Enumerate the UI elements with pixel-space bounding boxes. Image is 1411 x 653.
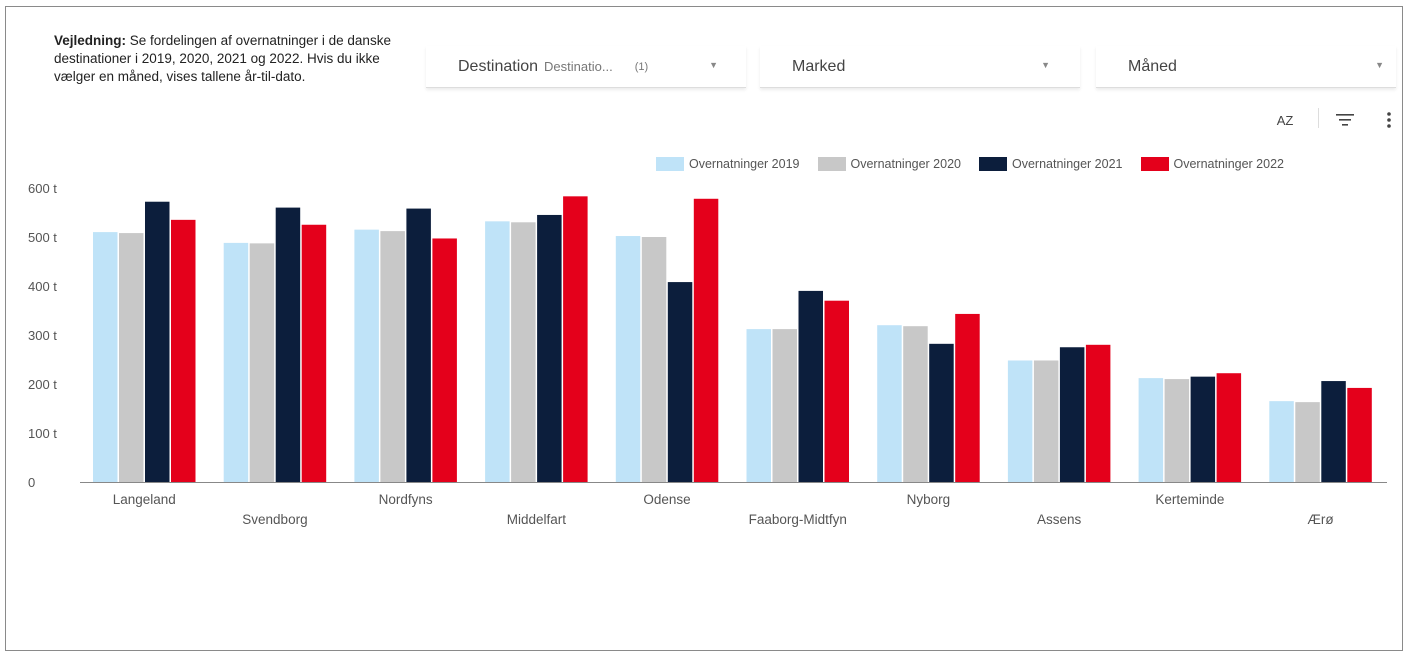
bar-4-3[interactable]	[693, 198, 719, 482]
legend-swatch	[656, 157, 684, 171]
bar-0-2[interactable]	[145, 201, 170, 482]
bar-0-3[interactable]	[171, 219, 196, 482]
sort-az-icon[interactable]: AZ	[1271, 108, 1299, 132]
legend-swatch	[817, 157, 846, 171]
chevron-down-icon: ▼	[709, 60, 718, 70]
destination-filter[interactable]: Destination Destinatio... (1) ▼	[426, 46, 746, 88]
y-tick-label: 200 t	[28, 377, 57, 392]
bar-6-3[interactable]	[955, 313, 980, 482]
bar-3-3[interactable]	[563, 196, 588, 482]
bar-7-2[interactable]	[1059, 347, 1085, 482]
bar-2-2[interactable]	[406, 208, 431, 482]
legend-item[interactable]: Overnatninger 2021	[979, 157, 1123, 171]
chart-legend: Overnatninger 2019 Overnatninger 2020 Over…	[656, 157, 1302, 171]
bar-3-1[interactable]	[511, 222, 536, 483]
bar-0-0[interactable]	[93, 232, 118, 482]
y-tick-label: 300 t	[28, 328, 57, 343]
y-tick-label: 500 t	[28, 230, 57, 245]
x-tick-label: Langeland	[113, 492, 176, 507]
destination-filter-value: Destinatio...	[544, 59, 613, 74]
guide-text: Vejledning: Se fordelingen af overnatnin…	[54, 32, 399, 86]
bar-1-1[interactable]	[249, 243, 275, 482]
destination-filter-label: Destination	[458, 57, 539, 75]
y-tick-label: 0	[28, 475, 35, 490]
y-tick-label: 400 t	[28, 279, 57, 294]
bar-9-1[interactable]	[1295, 402, 1320, 482]
more-vert-icon[interactable]	[1375, 108, 1403, 132]
y-tick-label: 600 t	[28, 181, 57, 196]
bar-3-0[interactable]	[485, 221, 510, 482]
bar-7-1[interactable]	[1033, 360, 1059, 482]
bar-8-1[interactable]	[1164, 379, 1190, 482]
bar-8-2[interactable]	[1190, 376, 1216, 482]
sort-az-label: AZ	[1276, 112, 1294, 128]
x-tick-label: Middelfart	[507, 512, 567, 527]
bar-9-2[interactable]	[1321, 381, 1346, 482]
bar-6-0[interactable]	[877, 325, 902, 482]
x-tick-label: Svendborg	[242, 512, 307, 527]
bar-9-3[interactable]	[1347, 387, 1372, 482]
marked-filter[interactable]: Marked ▼	[760, 46, 1080, 88]
bar-5-2[interactable]	[798, 290, 824, 482]
bar-8-3[interactable]	[1216, 373, 1242, 482]
bar-7-0[interactable]	[1007, 360, 1033, 482]
x-tick-label: Kerteminde	[1155, 492, 1224, 507]
bar-4-1[interactable]	[641, 237, 667, 482]
bar-4-2[interactable]	[667, 282, 693, 482]
toolbar-divider	[1318, 108, 1319, 128]
guide-body: Se fordelingen af overnatninger i de dan…	[54, 33, 391, 84]
maaned-filter[interactable]: Måned ▼	[1096, 46, 1396, 88]
guide-bold: Vejledning:	[54, 33, 127, 48]
bar-7-3[interactable]	[1085, 344, 1111, 482]
bar-2-1[interactable]	[380, 231, 405, 482]
bar-6-1[interactable]	[903, 326, 928, 482]
bar-1-0[interactable]	[223, 242, 249, 482]
bar-9-0[interactable]	[1269, 401, 1294, 482]
bar-6-2[interactable]	[929, 343, 954, 482]
chevron-down-icon: ▼	[1375, 60, 1384, 70]
bar-1-3[interactable]	[301, 224, 327, 482]
x-tick-label: Assens	[1037, 512, 1082, 527]
chevron-down-icon: ▼	[1041, 60, 1050, 70]
x-tick-label: Nyborg	[907, 492, 951, 507]
bar-4-0[interactable]	[615, 236, 641, 482]
x-tick-label: Nordfyns	[379, 492, 433, 507]
y-tick-label: 100 t	[28, 426, 57, 441]
bar-5-3[interactable]	[824, 300, 850, 482]
marked-filter-label: Marked	[792, 57, 846, 75]
legend-label: Overnatninger 2019	[689, 157, 800, 171]
legend-swatch	[979, 157, 1007, 171]
bar-0-1[interactable]	[119, 233, 144, 482]
x-tick-label: Faaborg-Midtfyn	[749, 512, 847, 527]
legend-item[interactable]: Overnatninger 2019	[656, 157, 800, 171]
legend-label: Overnatninger 2021	[1012, 157, 1123, 171]
bar-8-0[interactable]	[1138, 378, 1164, 482]
report-frame	[5, 6, 1403, 651]
x-tick-label: Odense	[643, 492, 690, 507]
bar-3-2[interactable]	[537, 214, 562, 482]
legend-label: Overnatninger 2022	[1173, 157, 1285, 171]
destination-filter-count: (1)	[634, 60, 649, 73]
legend-swatch	[1140, 157, 1169, 171]
bar-5-1[interactable]	[772, 329, 798, 482]
bar-5-0[interactable]	[746, 329, 772, 482]
legend-label: Overnatninger 2020	[850, 157, 962, 171]
legend-item[interactable]: Overnatninger 2020	[817, 157, 962, 171]
legend-item[interactable]: Overnatninger 2022	[1140, 157, 1285, 171]
maaned-filter-label: Måned	[1128, 57, 1177, 75]
bar-2-3[interactable]	[432, 238, 457, 482]
bar-1-2[interactable]	[275, 207, 301, 482]
x-tick-label: Ærø	[1307, 512, 1333, 527]
bar-2-0[interactable]	[354, 229, 379, 482]
filter-icon[interactable]	[1331, 108, 1359, 132]
